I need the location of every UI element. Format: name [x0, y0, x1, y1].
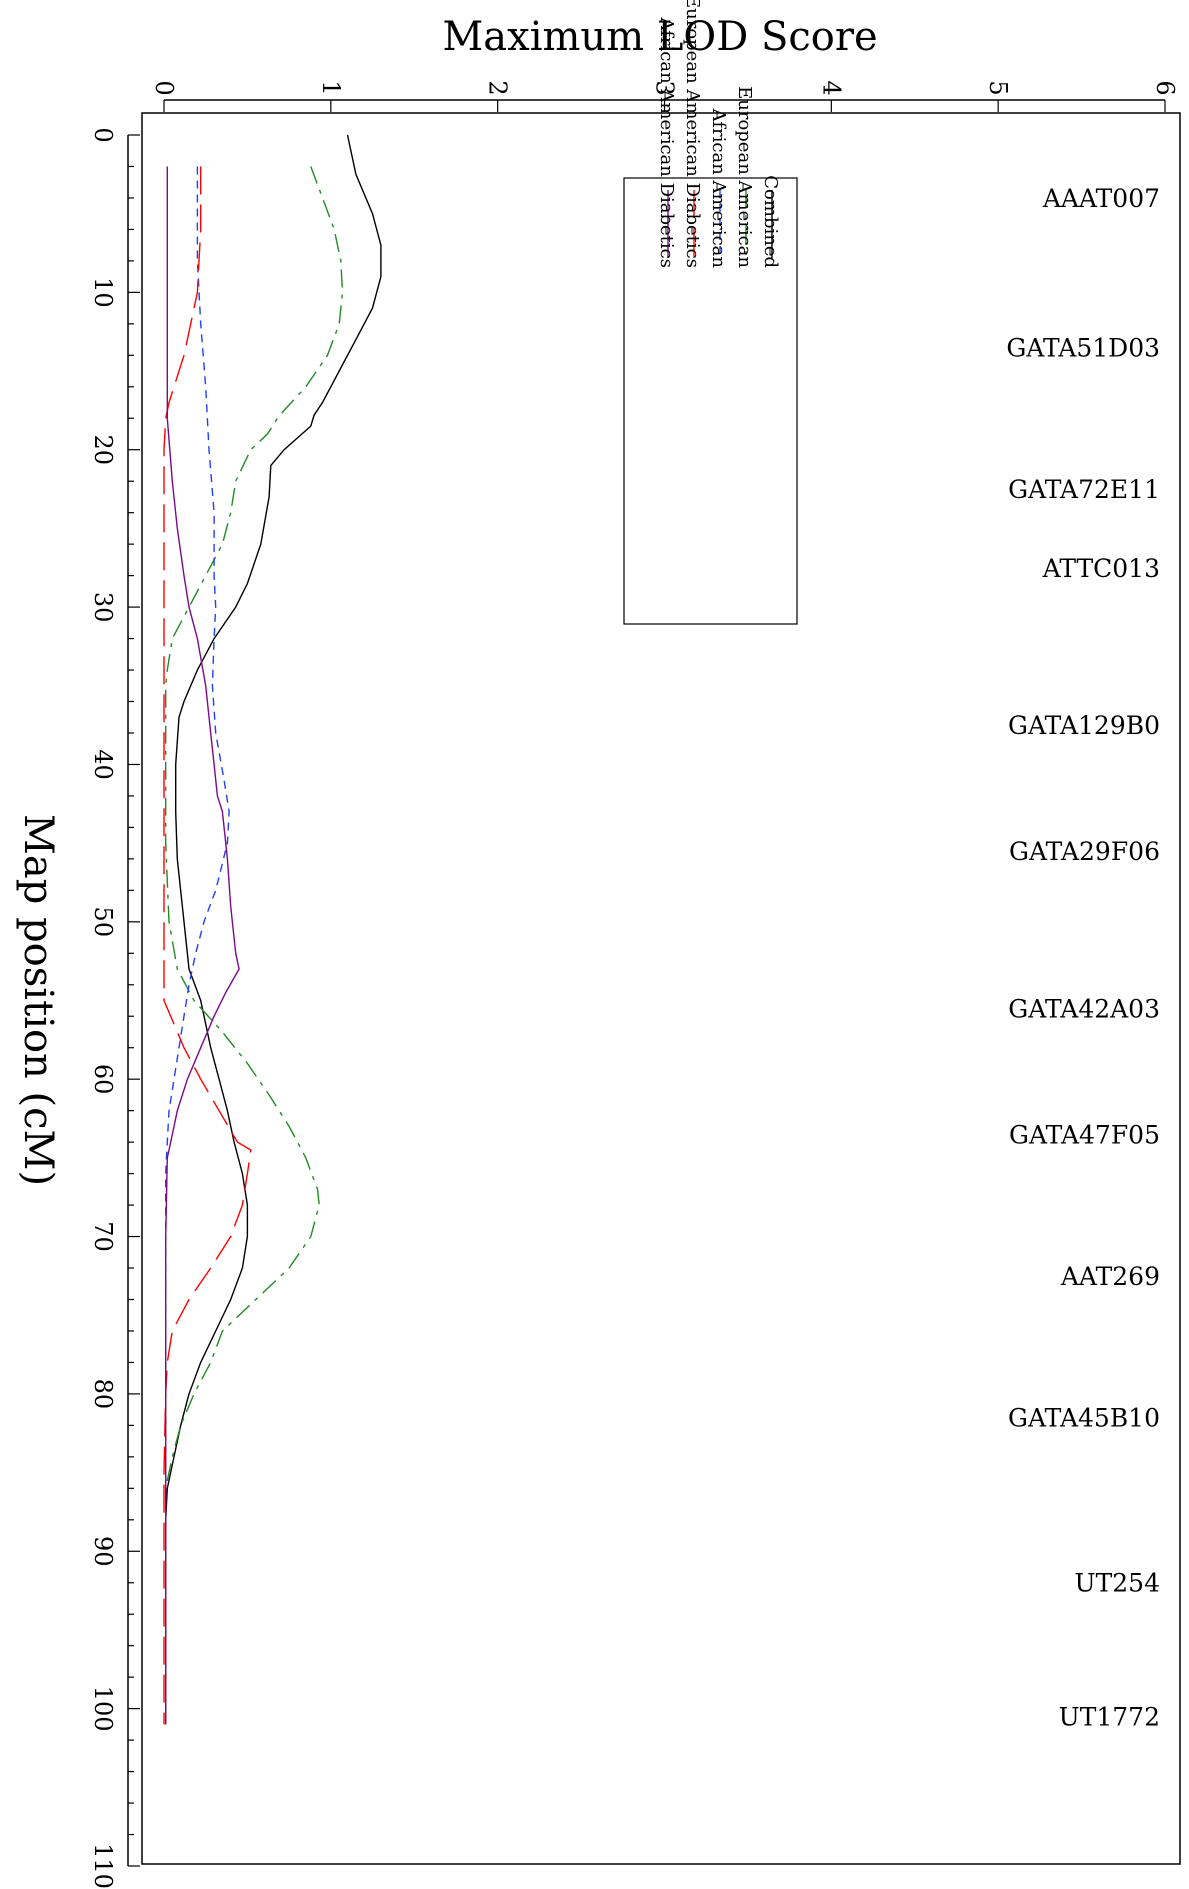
x-tick-label: 0 [89, 127, 117, 142]
series-layer [163, 134, 382, 1725]
marker-label: UT1772 [1059, 1703, 1160, 1732]
marker-label: GATA47F05 [1009, 1120, 1160, 1149]
legend-label: African American Diabetics [656, 17, 677, 268]
legend-box [623, 177, 798, 625]
marker-label: AAT269 [1060, 1262, 1160, 1291]
marker-label: GATA129B0 [1008, 711, 1160, 740]
legend-label: African American [708, 108, 729, 269]
y-axis-title: Maximum LOD Score [442, 14, 877, 60]
series-line [164, 134, 382, 1725]
series-line [164, 166, 230, 1725]
y-tick-label: 6 [1151, 80, 1179, 95]
y-tick-label: 4 [817, 80, 845, 95]
y-axis-ticks: 0 1 2 3 4 5 6 [150, 80, 1179, 112]
x-axis-title: Map position (cM) [15, 814, 61, 1186]
legend-label: European American [734, 86, 755, 268]
x-tick-label: 110 [89, 1843, 117, 1889]
marker-label: AAAT007 [1042, 184, 1160, 213]
y-tick-label: 3 [651, 80, 679, 95]
x-axis-ticks: 0 10 20 30 40 50 60 70 80 90 100 110 [89, 127, 140, 1889]
x-tick-label: 50 [89, 907, 117, 938]
y-tick-label: 5 [984, 80, 1012, 95]
x-tick-label: 80 [89, 1379, 117, 1410]
x-tick-label: 60 [89, 1064, 117, 1095]
marker-label: GATA45B10 [1008, 1404, 1160, 1433]
legend-label: European American Diabetics [682, 0, 703, 268]
marker-label: UT254 [1075, 1569, 1160, 1598]
x-tick-label: 100 [89, 1686, 117, 1732]
marker-labels: AAAT007 GATA51D03 GATA72E11 ATTC013 GATA129B… [1006, 184, 1160, 1732]
x-tick-label: 90 [89, 1536, 117, 1567]
series-line [164, 166, 344, 1489]
marker-label: GATA29F06 [1009, 837, 1160, 866]
x-tick-label: 20 [89, 434, 117, 465]
x-tick-label: 70 [89, 1221, 117, 1252]
x-tick-label: 10 [89, 277, 117, 308]
x-tick-label: 40 [89, 749, 117, 780]
marker-label: GATA72E11 [1008, 475, 1160, 504]
y-tick-label: 0 [150, 80, 178, 95]
y-tick-label: 2 [484, 80, 512, 95]
x-tick-label: 30 [89, 592, 117, 623]
y-tick-label: 1 [317, 80, 345, 95]
series-line [164, 166, 240, 1725]
series-line [163, 166, 252, 1725]
marker-label: ATTC013 [1042, 554, 1160, 583]
marker-label: GATA42A03 [1008, 994, 1160, 1023]
plot-frame [141, 112, 1181, 1865]
legend-label: Combined [760, 175, 781, 268]
marker-label: GATA51D03 [1006, 333, 1160, 362]
